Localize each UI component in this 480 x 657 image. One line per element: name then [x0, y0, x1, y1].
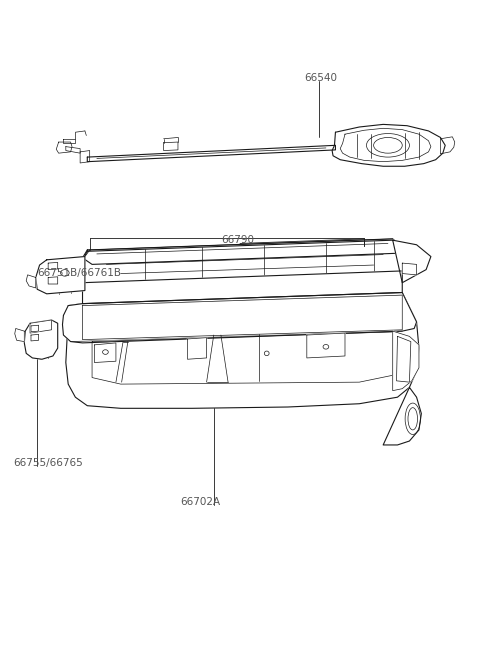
Text: 66702A: 66702A [180, 497, 220, 507]
Polygon shape [396, 336, 411, 382]
Polygon shape [188, 338, 206, 359]
Polygon shape [15, 328, 24, 342]
Polygon shape [83, 239, 402, 264]
Polygon shape [87, 145, 336, 162]
Polygon shape [95, 343, 116, 363]
Polygon shape [30, 320, 51, 333]
Polygon shape [164, 142, 178, 150]
Polygon shape [31, 325, 38, 332]
Polygon shape [66, 147, 80, 153]
Polygon shape [48, 262, 58, 269]
Polygon shape [83, 271, 402, 304]
Polygon shape [36, 256, 85, 294]
Polygon shape [332, 124, 445, 166]
Polygon shape [63, 139, 75, 143]
Polygon shape [26, 275, 36, 288]
Polygon shape [62, 292, 417, 343]
Polygon shape [307, 333, 345, 358]
Polygon shape [56, 142, 72, 153]
Polygon shape [383, 388, 421, 445]
Polygon shape [80, 150, 90, 163]
Polygon shape [402, 263, 417, 275]
Polygon shape [83, 295, 402, 340]
Polygon shape [78, 240, 407, 294]
Text: 66755/66765: 66755/66765 [13, 458, 83, 468]
Polygon shape [393, 240, 431, 283]
Polygon shape [66, 292, 419, 408]
Polygon shape [31, 334, 38, 341]
Polygon shape [92, 332, 397, 384]
Polygon shape [24, 320, 58, 359]
Text: 66790: 66790 [221, 235, 254, 246]
Polygon shape [393, 331, 419, 391]
Text: 66540: 66540 [304, 73, 337, 83]
Text: 66751B/66761B: 66751B/66761B [37, 268, 121, 278]
Polygon shape [48, 277, 58, 284]
Polygon shape [441, 137, 455, 154]
